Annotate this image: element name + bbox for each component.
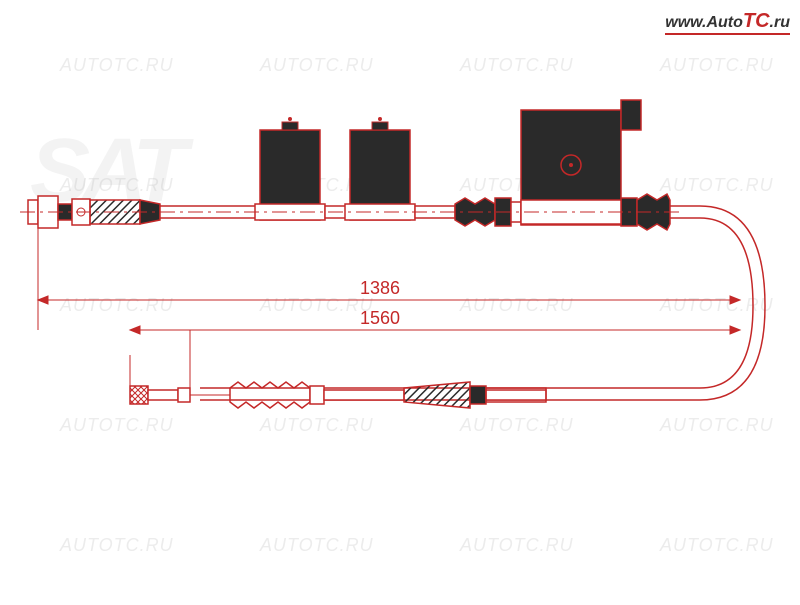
- cable-upper-assembly: [28, 100, 670, 230]
- dimension-total: 1560: [360, 308, 400, 329]
- dimension-outer: 1386: [360, 278, 400, 299]
- cable-u-bend: [200, 206, 765, 400]
- dimension-lines: [20, 212, 740, 402]
- technical-drawing: 1386 1560: [0, 0, 800, 600]
- cable-lower-assembly: [130, 382, 546, 408]
